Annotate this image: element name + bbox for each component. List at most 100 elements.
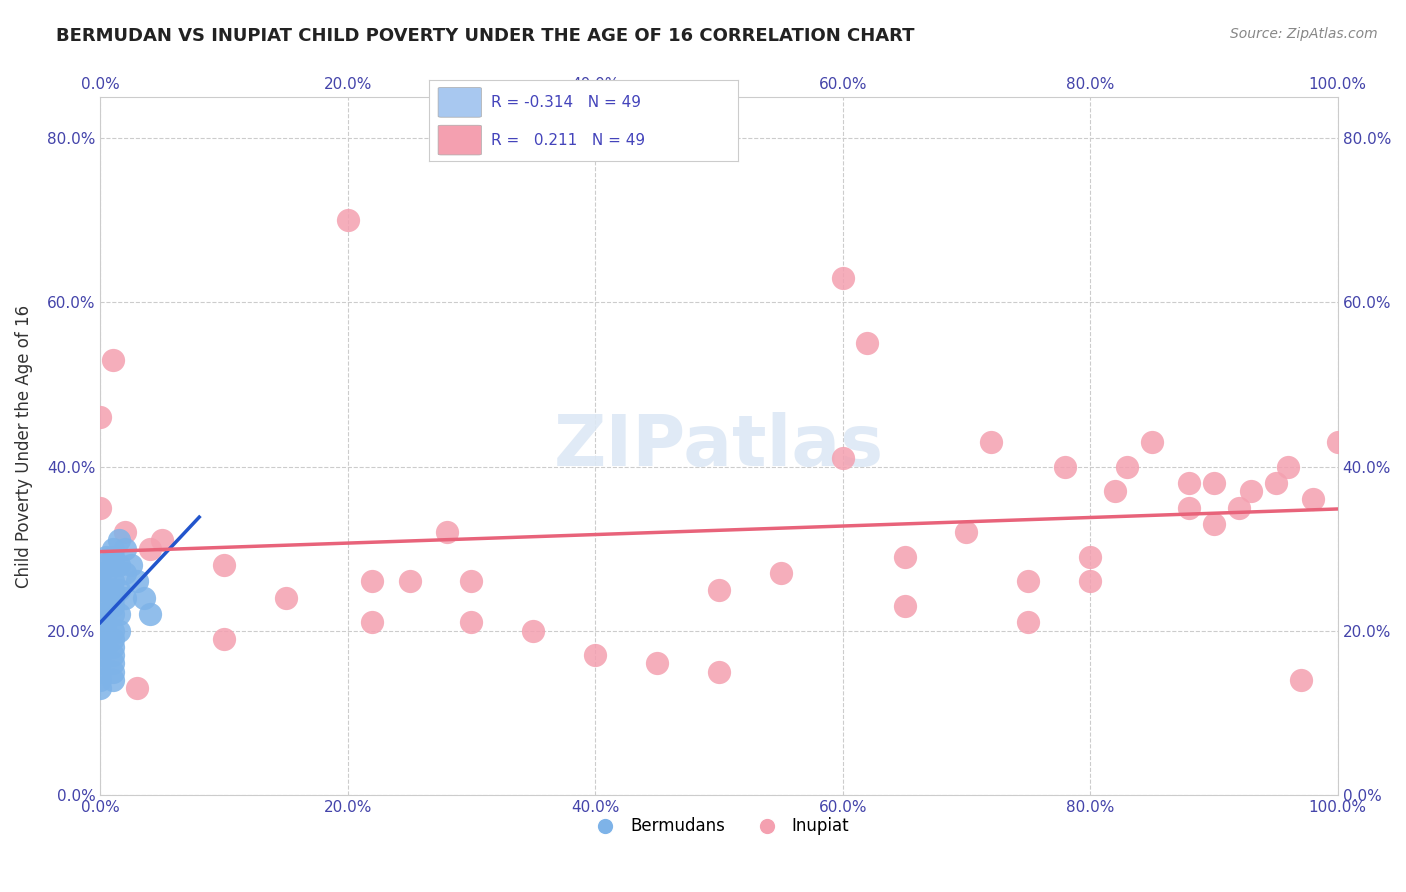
Point bbox=[89, 632, 111, 646]
Point bbox=[1104, 484, 1126, 499]
Point bbox=[460, 574, 482, 589]
Point bbox=[769, 566, 792, 581]
Point bbox=[460, 615, 482, 630]
Point bbox=[1302, 492, 1324, 507]
Point bbox=[212, 558, 235, 572]
Point bbox=[89, 648, 111, 663]
Text: Source: ZipAtlas.com: Source: ZipAtlas.com bbox=[1230, 27, 1378, 41]
Point bbox=[108, 533, 131, 548]
Point bbox=[645, 657, 668, 671]
Point bbox=[108, 607, 131, 622]
Point bbox=[89, 582, 111, 597]
Point bbox=[101, 582, 124, 597]
Point bbox=[89, 640, 111, 654]
Point bbox=[89, 615, 111, 630]
Point bbox=[89, 574, 111, 589]
Point bbox=[114, 541, 136, 556]
Point bbox=[101, 599, 124, 613]
Point bbox=[114, 591, 136, 605]
Point bbox=[127, 681, 149, 695]
Point bbox=[96, 582, 118, 597]
Point bbox=[108, 582, 131, 597]
Point bbox=[707, 582, 730, 597]
Point bbox=[893, 599, 915, 613]
Point bbox=[89, 558, 111, 572]
Point bbox=[101, 640, 124, 654]
Point bbox=[114, 566, 136, 581]
Point bbox=[101, 673, 124, 687]
Point bbox=[707, 665, 730, 679]
Point bbox=[1227, 500, 1250, 515]
Point bbox=[89, 591, 111, 605]
Point bbox=[1289, 673, 1312, 687]
Point bbox=[132, 591, 155, 605]
Point bbox=[101, 352, 124, 367]
Point bbox=[1078, 549, 1101, 564]
Text: R = -0.314   N = 49: R = -0.314 N = 49 bbox=[491, 95, 641, 111]
Point bbox=[89, 681, 111, 695]
Point bbox=[336, 213, 359, 227]
Point bbox=[101, 657, 124, 671]
FancyBboxPatch shape bbox=[439, 87, 481, 117]
Point bbox=[101, 665, 124, 679]
Point bbox=[955, 525, 977, 540]
Point bbox=[1202, 516, 1225, 531]
Point bbox=[96, 599, 118, 613]
Point bbox=[114, 525, 136, 540]
Point bbox=[120, 558, 142, 572]
Point bbox=[101, 574, 124, 589]
Point bbox=[108, 558, 131, 572]
Point bbox=[361, 615, 384, 630]
Point bbox=[1277, 459, 1299, 474]
Point bbox=[127, 574, 149, 589]
Legend: Bermudans, Inupiat: Bermudans, Inupiat bbox=[582, 811, 856, 842]
Point bbox=[101, 607, 124, 622]
Point bbox=[1140, 434, 1163, 449]
Point bbox=[89, 410, 111, 425]
Point bbox=[89, 624, 111, 638]
Point bbox=[96, 566, 118, 581]
Point bbox=[436, 525, 458, 540]
Point bbox=[96, 632, 118, 646]
Point bbox=[361, 574, 384, 589]
Point bbox=[831, 270, 853, 285]
Point bbox=[1326, 434, 1348, 449]
Point bbox=[101, 549, 124, 564]
Point bbox=[856, 336, 879, 351]
Point bbox=[398, 574, 420, 589]
Point bbox=[89, 673, 111, 687]
Point bbox=[1017, 615, 1039, 630]
Point bbox=[108, 624, 131, 638]
Point bbox=[139, 541, 162, 556]
Point bbox=[89, 607, 111, 622]
Point bbox=[96, 640, 118, 654]
Point bbox=[89, 500, 111, 515]
Y-axis label: Child Poverty Under the Age of 16: Child Poverty Under the Age of 16 bbox=[15, 304, 32, 588]
Point bbox=[1240, 484, 1263, 499]
Point bbox=[139, 607, 162, 622]
Point bbox=[1017, 574, 1039, 589]
Point bbox=[150, 533, 173, 548]
Point bbox=[1178, 475, 1201, 490]
Point bbox=[1054, 459, 1077, 474]
Text: R =   0.211   N = 49: R = 0.211 N = 49 bbox=[491, 133, 645, 148]
Point bbox=[101, 558, 124, 572]
Point bbox=[101, 591, 124, 605]
Point bbox=[89, 665, 111, 679]
Point bbox=[101, 541, 124, 556]
Point bbox=[96, 615, 118, 630]
Text: ZIPatlas: ZIPatlas bbox=[554, 411, 884, 481]
Point bbox=[96, 549, 118, 564]
Point bbox=[101, 648, 124, 663]
Point bbox=[893, 549, 915, 564]
Point bbox=[583, 648, 606, 663]
Point bbox=[89, 657, 111, 671]
Point bbox=[101, 632, 124, 646]
Point bbox=[1116, 459, 1139, 474]
Point bbox=[980, 434, 1002, 449]
Point bbox=[831, 451, 853, 466]
Point bbox=[1202, 475, 1225, 490]
Point bbox=[89, 566, 111, 581]
Point bbox=[101, 624, 124, 638]
Point bbox=[1264, 475, 1286, 490]
